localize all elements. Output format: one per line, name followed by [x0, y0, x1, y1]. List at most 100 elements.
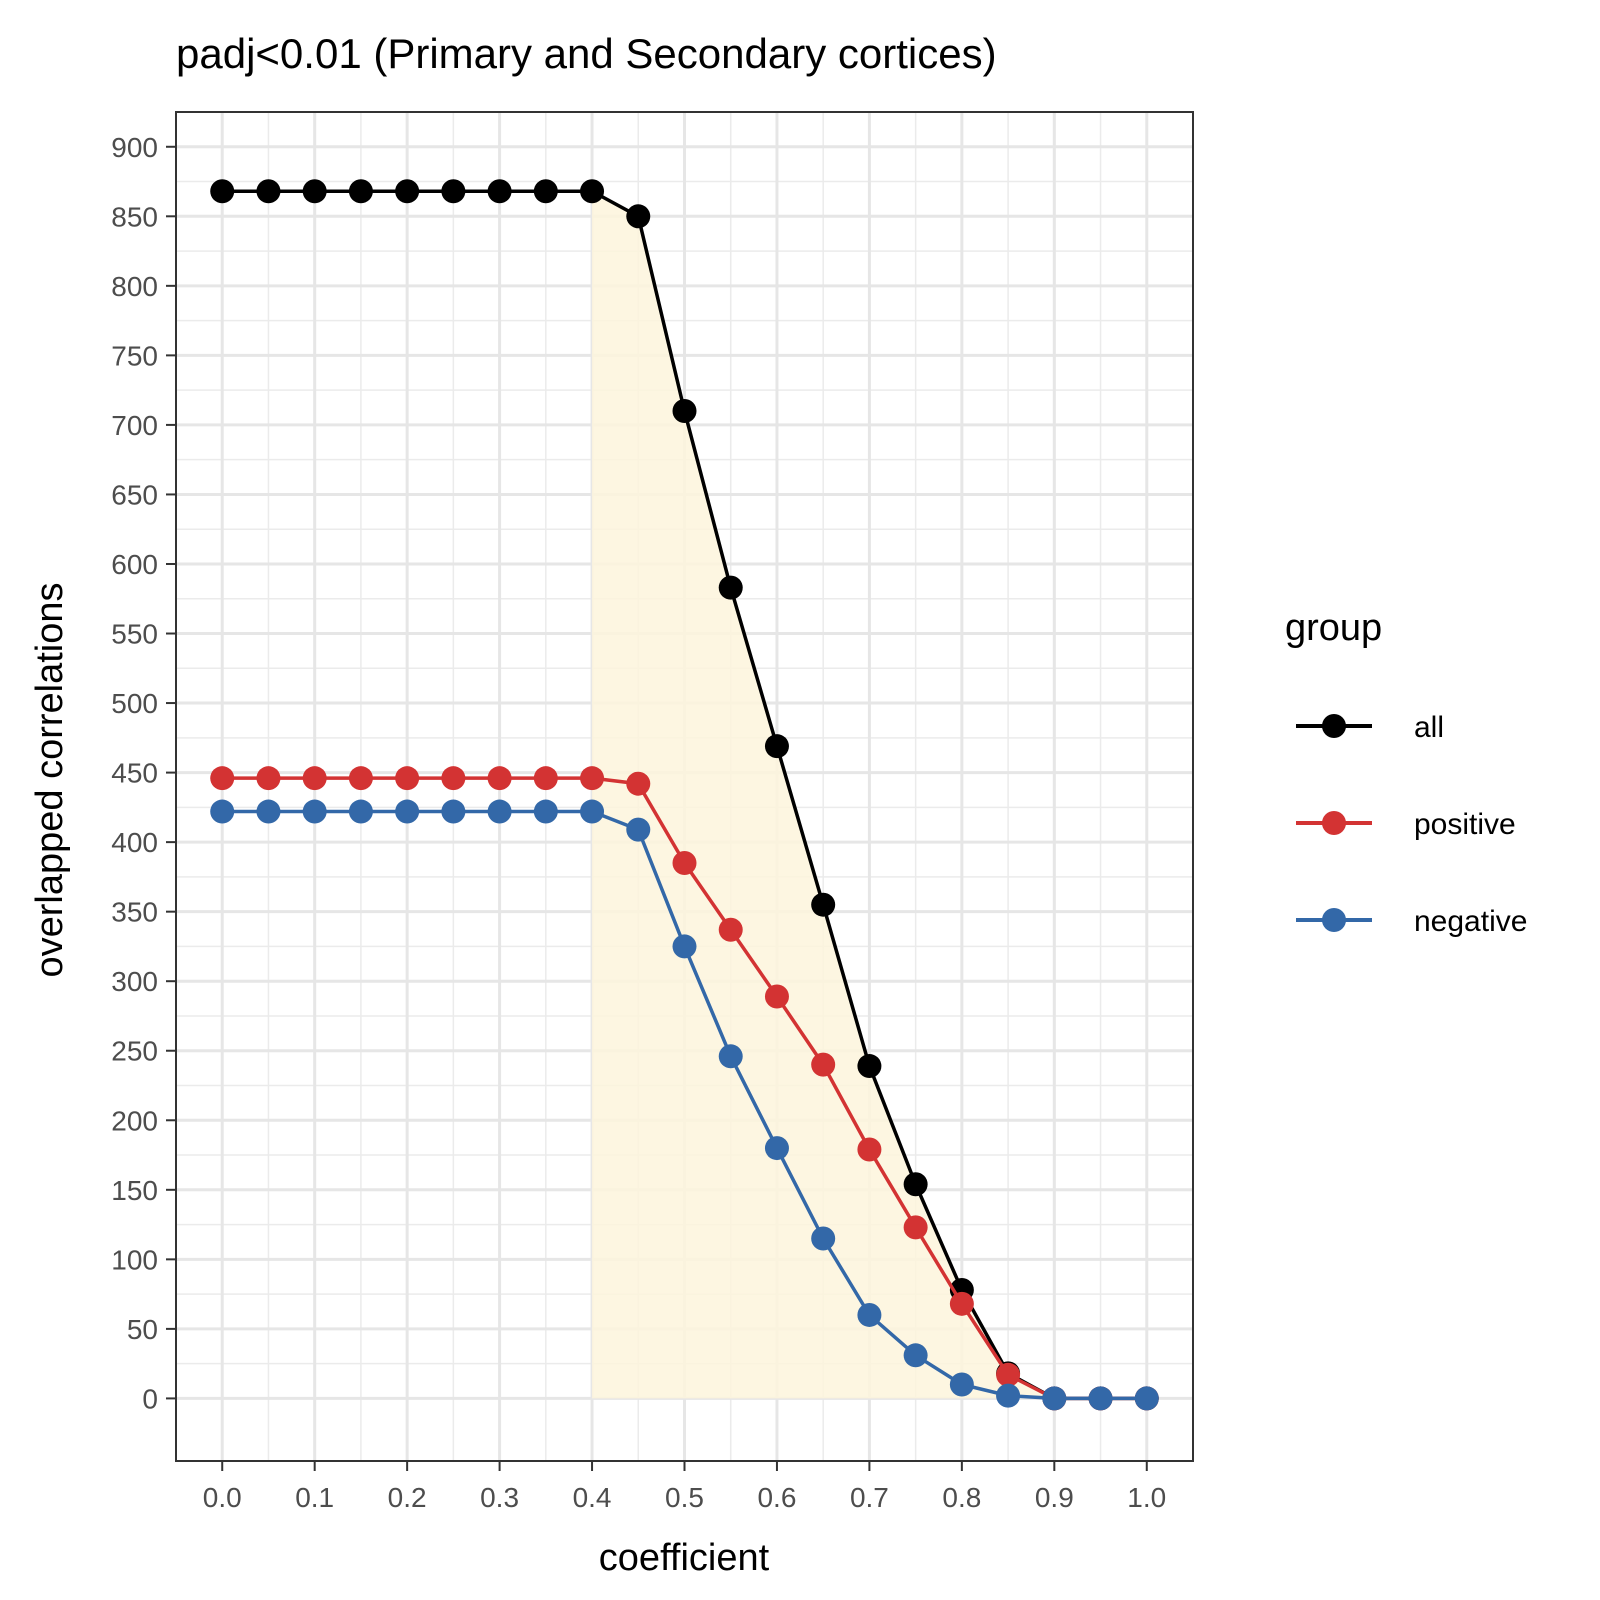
y-tick-label: 550: [111, 619, 158, 650]
data-point-negative: [256, 799, 281, 824]
series-layer: [210, 179, 1159, 1411]
data-point-all: [302, 179, 327, 204]
y-tick-label: 650: [111, 479, 158, 510]
legend-label: negative: [1414, 905, 1527, 938]
x-tick-label: 0.6: [757, 1482, 796, 1513]
data-point-all: [626, 204, 651, 229]
data-point-negative: [949, 1372, 974, 1397]
highlight-area-fill: [592, 191, 1147, 1399]
data-point-positive: [348, 766, 373, 791]
data-point-negative: [672, 934, 697, 959]
data-point-negative: [441, 799, 466, 824]
data-point-positive: [811, 1052, 836, 1077]
legend: group all positive negative: [1285, 607, 1527, 938]
y-tick-label: 400: [111, 827, 158, 858]
data-point-negative: [395, 799, 420, 824]
legend-key-point: [1322, 908, 1346, 932]
y-tick-label: 900: [111, 132, 158, 163]
legend-key-point: [1322, 714, 1346, 738]
data-point-negative: [348, 799, 373, 824]
data-point-positive: [996, 1362, 1021, 1387]
data-point-positive: [718, 917, 743, 942]
y-tick-label: 250: [111, 1036, 158, 1067]
data-point-negative: [1042, 1386, 1067, 1411]
data-point-negative: [302, 799, 327, 824]
y-tick-label: 800: [111, 271, 158, 302]
x-tick-label: 0.1: [295, 1482, 334, 1513]
y-tick-label: 500: [111, 688, 158, 719]
data-point-all: [672, 399, 697, 424]
data-point-negative: [487, 799, 512, 824]
data-point-all: [718, 575, 743, 600]
data-point-negative: [626, 817, 651, 842]
data-point-all: [256, 179, 281, 204]
x-tick-label: 0.7: [850, 1482, 889, 1513]
data-point-positive: [533, 766, 558, 791]
x-axis-title: coefficient: [599, 1537, 770, 1579]
y-tick-label: 350: [111, 897, 158, 928]
y-axis: 0 50 100 150 200 250 300 350 400 450 500 550 600 650 7…: [111, 132, 176, 1414]
data-point-all: [580, 179, 605, 204]
x-tick-label: 0.5: [665, 1482, 704, 1513]
x-tick-label: 0.0: [203, 1482, 242, 1513]
data-point-all: [764, 734, 789, 759]
y-tick-label: 450: [111, 758, 158, 789]
data-point-positive: [857, 1137, 882, 1162]
data-point-negative: [533, 799, 558, 824]
data-point-all: [487, 179, 512, 204]
x-tick-label: 0.4: [573, 1482, 612, 1513]
y-tick-label: 150: [111, 1175, 158, 1206]
series-negative: [210, 799, 1159, 1411]
x-tick-label: 0.8: [942, 1482, 981, 1513]
data-point-negative: [857, 1302, 882, 1327]
data-point-all: [533, 179, 558, 204]
y-tick-label: 750: [111, 340, 158, 371]
data-point-positive: [580, 766, 605, 791]
data-point-positive: [395, 766, 420, 791]
data-point-negative: [718, 1044, 743, 1069]
legend-label: all: [1414, 711, 1444, 744]
data-point-positive: [256, 766, 281, 791]
data-point-negative: [1088, 1386, 1113, 1411]
y-tick-label: 100: [111, 1244, 158, 1275]
data-point-positive: [441, 766, 466, 791]
legend-label: positive: [1414, 808, 1516, 841]
y-tick-label: 600: [111, 549, 158, 580]
legend-item-negative: negative: [1296, 905, 1527, 938]
data-point-all: [395, 179, 420, 204]
y-tick-label: 200: [111, 1105, 158, 1136]
highlight-area: [592, 191, 1147, 1399]
legend-item-all: all: [1296, 711, 1444, 744]
y-tick-label: 850: [111, 201, 158, 232]
x-tick-label: 0.3: [480, 1482, 519, 1513]
x-tick-label: 0.2: [388, 1482, 427, 1513]
data-point-negative: [210, 799, 235, 824]
x-tick-label: 1.0: [1127, 1482, 1166, 1513]
data-point-negative: [764, 1136, 789, 1161]
y-tick-label: 700: [111, 410, 158, 441]
data-point-negative: [903, 1343, 928, 1368]
data-point-negative: [811, 1226, 836, 1251]
y-tick-label: 0: [142, 1383, 158, 1414]
data-point-positive: [764, 984, 789, 1009]
data-point-all: [811, 892, 836, 917]
data-point-positive: [903, 1215, 928, 1240]
data-point-all: [903, 1172, 928, 1197]
data-point-positive: [302, 766, 327, 791]
data-point-positive: [949, 1291, 974, 1316]
y-axis-title: overlapped correlations: [29, 582, 71, 977]
legend-item-positive: positive: [1296, 808, 1516, 841]
data-point-negative: [580, 799, 605, 824]
y-tick-label: 50: [127, 1314, 158, 1345]
data-point-negative: [996, 1383, 1021, 1408]
x-tick-label: 0.9: [1035, 1482, 1074, 1513]
y-tick-label: 300: [111, 966, 158, 997]
data-point-negative: [1134, 1386, 1159, 1411]
data-point-all: [857, 1054, 882, 1079]
data-point-all: [210, 179, 235, 204]
data-point-all: [441, 179, 466, 204]
data-point-positive: [210, 766, 235, 791]
legend-title: group: [1285, 607, 1382, 649]
data-point-all: [348, 179, 373, 204]
